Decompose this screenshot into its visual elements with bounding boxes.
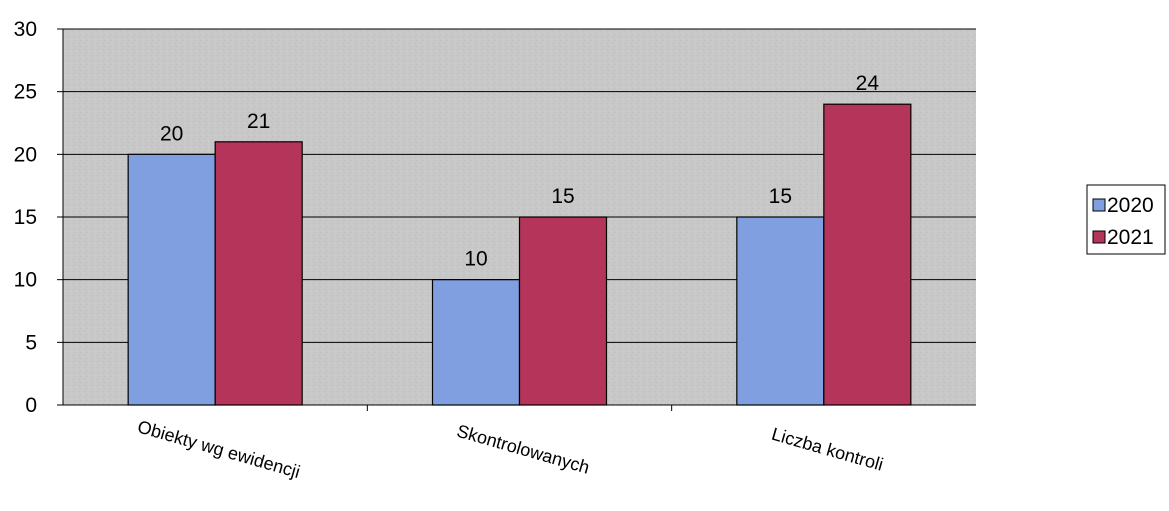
legend-swatch-2020 [1092, 198, 1106, 212]
x-axis-ticks: Obiekty wg ewidencji Skontrolowanych Liczb… [135, 405, 886, 482]
data-label: 21 [247, 110, 270, 133]
x-tick-label: Liczba kontroli [769, 424, 885, 475]
y-tick-label: 0 [25, 394, 37, 417]
y-tick-label: 25 [14, 81, 37, 104]
legend-label: 2020 [1107, 194, 1154, 217]
data-label: 15 [551, 185, 574, 208]
data-label: 10 [464, 248, 487, 271]
bar-2021 [214, 141, 303, 406]
data-label: 15 [769, 185, 792, 208]
legend-swatch-2021 [1092, 230, 1106, 244]
y-tick-label: 15 [14, 206, 37, 229]
bar-2021 [518, 216, 608, 406]
y-tick-label: 10 [14, 269, 37, 292]
bar-2020 [127, 153, 216, 406]
x-tick-label: Obiekty wg ewidencji [135, 416, 302, 482]
legend: 2020 2021 [1086, 184, 1166, 255]
x-tick-label: Skontrolowanych [455, 421, 592, 478]
bar-2020 [431, 279, 521, 406]
y-axis-ticks: 0 5 10 15 20 25 30 [14, 18, 63, 417]
bars [127, 103, 912, 406]
bar-2021 [823, 103, 912, 406]
data-label: 24 [856, 72, 880, 95]
y-tick-label: 5 [25, 331, 37, 354]
data-labels: 20 21 10 15 15 24 [160, 72, 879, 270]
y-tick-label: 20 [14, 143, 37, 166]
legend-label: 2021 [1107, 226, 1154, 249]
y-tick-label: 30 [14, 18, 37, 41]
data-label: 20 [160, 122, 183, 145]
bar-2020 [736, 216, 825, 406]
